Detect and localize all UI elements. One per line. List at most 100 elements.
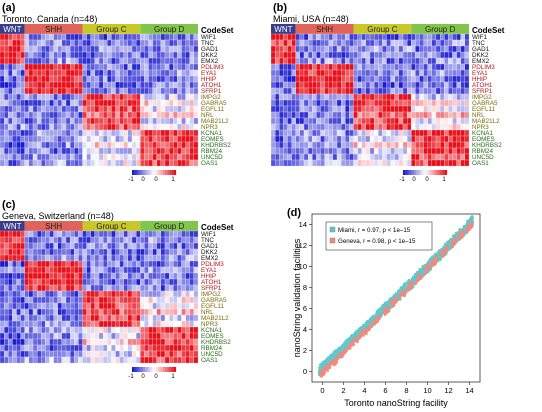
heatmap-cell [119, 51, 124, 59]
heatmap-cell [32, 129, 38, 137]
heatmap-cell [107, 326, 112, 334]
heatmap-cell [8, 248, 13, 256]
heatmap-cell [45, 242, 50, 250]
heatmap-cell [45, 284, 50, 292]
heatmap-cell [361, 69, 367, 77]
heatmap-cell [123, 159, 129, 167]
heatmap-cell [160, 350, 166, 358]
heatmap-cell [320, 69, 325, 77]
heatmap-cell [82, 230, 87, 238]
scale-swatch [169, 170, 172, 175]
heatmap-cell [24, 248, 30, 256]
heatmap-cell [177, 39, 182, 47]
heatmap-cell [303, 63, 309, 71]
heatmap-cell [177, 81, 182, 89]
heatmap-cell [98, 356, 104, 364]
heatmap-cell [8, 159, 13, 167]
heatmap-cell [20, 266, 25, 274]
heatmap-cell [464, 99, 470, 107]
heatmap-cell [94, 308, 100, 316]
heatmap-cell [74, 356, 79, 364]
heatmap-cell [464, 75, 470, 83]
gene-label: WIF1 [201, 231, 217, 238]
heatmap-cell [20, 332, 25, 340]
heatmap-cell [299, 159, 305, 167]
heatmap-cell [28, 33, 34, 41]
heatmap-cell [431, 63, 437, 71]
heatmap-cell [349, 117, 354, 125]
heatmap-cell [361, 39, 367, 47]
heatmap-cell [136, 51, 141, 59]
heatmap-cell [390, 159, 395, 167]
heatmap-cell [193, 147, 199, 155]
heatmap-cell [369, 123, 375, 131]
heatmap-cell [156, 248, 162, 256]
heatmap-cell [8, 33, 13, 41]
heatmap-cell [107, 260, 112, 268]
heatmap-cell [65, 141, 71, 149]
heatmap-cell [45, 290, 50, 298]
heatmap-cell [94, 272, 100, 280]
heatmap-cell [115, 39, 120, 47]
heatmap-cell [353, 69, 358, 77]
heatmap-cell [82, 278, 87, 286]
heatmap-cell [4, 81, 9, 89]
heatmap-cell [45, 314, 50, 322]
heatmap-cell [74, 344, 79, 352]
heatmap-cell [123, 230, 129, 238]
heatmap-cell [164, 123, 170, 131]
heatmap-cell [316, 69, 321, 77]
heatmap-cell [20, 326, 25, 334]
heatmap-cell [369, 87, 375, 95]
heatmap-cell [82, 284, 87, 292]
heatmap-cell [12, 63, 17, 71]
heatmap-cell [61, 326, 67, 334]
heatmap-cell [123, 344, 129, 352]
heatmap-cell [78, 308, 83, 316]
heatmap-cell [394, 99, 400, 107]
heatmap-cell [332, 111, 338, 119]
heatmap-cell [111, 69, 116, 77]
heatmap-cell [353, 63, 358, 71]
heatmap-cell [177, 33, 182, 41]
heatmap-cell [94, 33, 100, 41]
data-point [460, 234, 464, 238]
heatmap-cell [193, 117, 199, 125]
heatmap-cell [78, 302, 83, 310]
heatmap-cell [435, 45, 441, 53]
scale-swatch [422, 170, 426, 175]
heatmap-cell [341, 123, 346, 131]
heatmap-cell [177, 290, 182, 298]
heatmap-cell [365, 153, 371, 161]
heatmap-cell [70, 308, 75, 316]
heatmap-cell [283, 147, 288, 155]
heatmap-cell [336, 147, 342, 155]
heatmap-cell [452, 81, 457, 89]
heatmap-cell [94, 105, 100, 113]
heatmap-cell [181, 290, 186, 298]
heatmap-cell [444, 39, 449, 47]
heatmap-cell [16, 99, 21, 107]
heatmap-cell [0, 314, 5, 322]
heatmap-cell [349, 51, 354, 59]
heatmap-cell [12, 248, 17, 256]
heatmap-cell [456, 105, 461, 113]
heatmap-cell [123, 141, 129, 149]
heatmap-cell [173, 242, 178, 250]
heatmap-cell [74, 248, 79, 256]
heatmap-cell [0, 141, 5, 149]
heatmap-cell [131, 81, 137, 89]
heatmap-cell [111, 296, 116, 304]
heatmap-cell [98, 254, 104, 262]
heatmap-cell [160, 69, 166, 77]
heatmap-cell [193, 296, 199, 304]
heatmap-cell [283, 69, 288, 77]
heatmap-cell [193, 123, 199, 131]
heatmap-cell [423, 69, 428, 77]
data-point [460, 230, 464, 234]
heatmap-cell [123, 236, 129, 244]
scale-swatch [140, 170, 144, 175]
heatmap-cell [103, 111, 108, 119]
heatmap-cell [328, 99, 334, 107]
heatmap-cell [270, 63, 276, 71]
